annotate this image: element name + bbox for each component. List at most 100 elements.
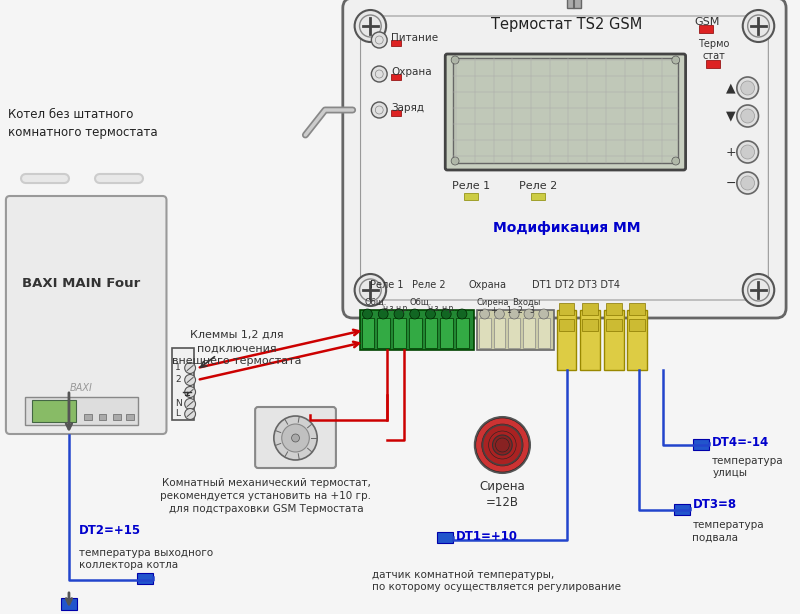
Bar bbox=[558, 303, 574, 315]
Bar bbox=[558, 319, 574, 331]
Bar bbox=[694, 439, 710, 450]
Bar bbox=[604, 310, 623, 370]
Bar bbox=[477, 310, 554, 350]
Bar bbox=[114, 414, 121, 420]
Circle shape bbox=[378, 309, 388, 319]
Circle shape bbox=[354, 10, 386, 42]
Circle shape bbox=[451, 56, 459, 64]
Bar bbox=[137, 573, 153, 584]
Text: BAXI MAIN Four: BAXI MAIN Four bbox=[22, 276, 140, 289]
Circle shape bbox=[742, 274, 774, 306]
Circle shape bbox=[742, 10, 774, 42]
Bar bbox=[409, 318, 422, 348]
Bar bbox=[126, 414, 134, 420]
Text: н.р.: н.р. bbox=[441, 304, 455, 313]
Text: Входы: Входы bbox=[512, 298, 540, 307]
FancyBboxPatch shape bbox=[343, 0, 786, 318]
Text: Реле 2: Реле 2 bbox=[412, 280, 446, 290]
Circle shape bbox=[354, 274, 386, 306]
Text: DT1 DT2 DT3 DT4: DT1 DT2 DT3 DT4 bbox=[532, 280, 620, 290]
Bar bbox=[393, 318, 406, 348]
Text: −: − bbox=[476, 306, 483, 315]
Text: н.р.: н.р. bbox=[395, 304, 410, 313]
Circle shape bbox=[480, 309, 490, 319]
Text: 1: 1 bbox=[175, 363, 181, 373]
Bar bbox=[391, 110, 401, 116]
Bar bbox=[172, 348, 194, 420]
Text: GSM: GSM bbox=[694, 17, 720, 27]
Text: температура
улицы: температура улицы bbox=[712, 456, 784, 478]
Text: датчик комнатной температуры,
по которому осуществляется регулирование: датчик комнатной температуры, по котором… bbox=[372, 570, 622, 593]
Circle shape bbox=[672, 157, 680, 165]
Text: Термостат TS2 GSM: Термостат TS2 GSM bbox=[490, 17, 642, 31]
Bar bbox=[606, 319, 622, 331]
Text: Общ.: Общ. bbox=[364, 298, 386, 307]
Circle shape bbox=[442, 309, 451, 319]
Circle shape bbox=[451, 157, 459, 165]
Circle shape bbox=[494, 309, 504, 319]
Circle shape bbox=[737, 141, 758, 163]
Circle shape bbox=[185, 375, 195, 386]
Text: 2: 2 bbox=[175, 376, 181, 384]
Bar bbox=[630, 303, 646, 315]
Circle shape bbox=[371, 32, 387, 48]
Bar bbox=[456, 318, 469, 348]
FancyBboxPatch shape bbox=[255, 407, 336, 468]
Text: температура выходного
коллектора котла: температура выходного коллектора котла bbox=[79, 548, 213, 570]
Text: Термо
стат: Термо стат bbox=[698, 39, 730, 61]
Text: Охрана: Охрана bbox=[391, 67, 432, 77]
Text: Питание: Питание bbox=[391, 33, 438, 43]
Text: 2: 2 bbox=[518, 306, 522, 315]
Text: Реле 2: Реле 2 bbox=[518, 181, 557, 191]
Text: Комнатный механический термостат,
рекомендуется установить на +10 гр.
для подстр: Комнатный механический термостат, рекоме… bbox=[161, 478, 371, 513]
Circle shape bbox=[371, 102, 387, 118]
Text: Сирена: Сирена bbox=[476, 298, 509, 307]
Text: Реле 1: Реле 1 bbox=[370, 280, 404, 290]
Circle shape bbox=[737, 172, 758, 194]
Circle shape bbox=[741, 176, 754, 190]
Text: BAXI: BAXI bbox=[70, 383, 92, 393]
Text: н.з.: н.з. bbox=[427, 304, 442, 313]
Circle shape bbox=[539, 309, 549, 319]
Text: DT1=+10: DT1=+10 bbox=[456, 529, 518, 543]
Circle shape bbox=[362, 309, 372, 319]
Text: 1: 1 bbox=[506, 306, 510, 315]
Circle shape bbox=[185, 408, 195, 419]
Bar bbox=[567, 0, 581, 8]
Circle shape bbox=[457, 309, 467, 319]
Bar bbox=[61, 598, 77, 610]
Text: Общ.: Общ. bbox=[410, 298, 432, 307]
Circle shape bbox=[185, 398, 195, 410]
Circle shape bbox=[737, 77, 758, 99]
Circle shape bbox=[524, 309, 534, 319]
Circle shape bbox=[185, 386, 195, 397]
Bar bbox=[531, 193, 545, 200]
Bar bbox=[582, 303, 598, 315]
Text: н.з.: н.з. bbox=[382, 304, 396, 313]
Text: ▲: ▲ bbox=[726, 82, 736, 95]
Circle shape bbox=[410, 309, 420, 319]
Circle shape bbox=[291, 434, 299, 442]
Circle shape bbox=[274, 416, 317, 460]
Text: Заряд: Заряд bbox=[391, 103, 424, 113]
Circle shape bbox=[282, 424, 310, 452]
Text: Котел без штатного
комнатного термостата: Котел без штатного комнатного термостата bbox=[8, 108, 158, 139]
Bar bbox=[557, 310, 576, 370]
Circle shape bbox=[493, 435, 512, 455]
Circle shape bbox=[371, 66, 387, 82]
Bar bbox=[440, 318, 453, 348]
Circle shape bbox=[737, 105, 758, 127]
Bar bbox=[582, 319, 598, 331]
Bar bbox=[627, 310, 647, 370]
Text: N: N bbox=[175, 400, 182, 408]
Text: −: − bbox=[726, 176, 736, 190]
Bar bbox=[362, 318, 374, 348]
Text: Реле 1: Реле 1 bbox=[452, 181, 490, 191]
Bar bbox=[464, 193, 478, 200]
Text: +: + bbox=[490, 306, 497, 315]
Bar bbox=[391, 74, 401, 80]
Bar bbox=[98, 414, 106, 420]
Bar bbox=[391, 40, 401, 46]
Bar bbox=[706, 60, 720, 68]
Text: ▼: ▼ bbox=[726, 109, 736, 123]
